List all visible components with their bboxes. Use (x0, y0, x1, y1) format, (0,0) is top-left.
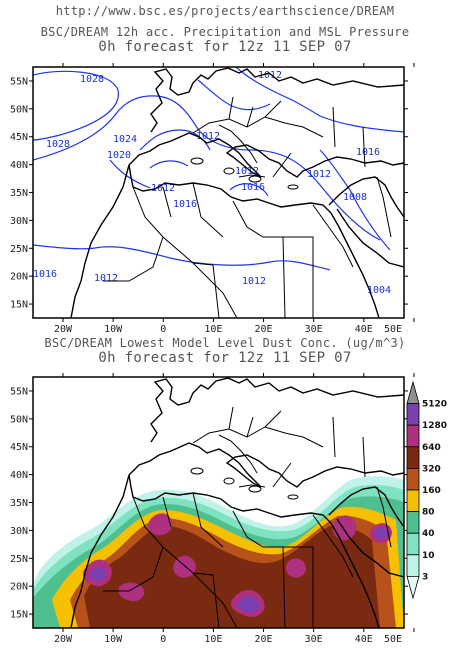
lat-tick-label: 35N (10, 498, 28, 509)
colorbar-label: 160 (422, 486, 441, 496)
top-axes: 55N 50N 45N 40N 35N 30N 25N 20N 15N 20W 10W 0 10E 20E… (10, 63, 415, 335)
lat-tick-label: 35N (10, 188, 28, 199)
lon-tick-label: 20W (54, 324, 73, 335)
bottom-axes: 55N 50N 45N 40N 35N 30N 25N 20N 15N 20W 10W 0 10E 20E… (10, 373, 415, 645)
lat-tick-label: 25N (10, 554, 28, 565)
lon-tick-label: 10W (104, 324, 123, 335)
lon-tick-label: 20W (54, 634, 73, 645)
lon-tick-label: 10E (204, 324, 222, 335)
lat-tick-label: 20N (10, 272, 28, 283)
lon-tick-label: 20E (255, 634, 273, 645)
colorbar-swatch (406, 554, 420, 577)
dust-map (32, 376, 405, 629)
lon-tick-label: 30E (305, 634, 323, 645)
isobar-label: 1024 (113, 134, 137, 145)
colorbar-swatch (406, 532, 420, 556)
isobar-label: 1012 (307, 169, 331, 180)
bottom-panel-title: BSC/DREAM Lowest Model Level Dust Conc. … (44, 336, 406, 350)
lon-tick-label: 50E (384, 324, 402, 335)
colorbar-swatch (406, 403, 420, 426)
isobar-label: 1016 (33, 269, 57, 280)
isobar-label: 1008 (343, 192, 367, 203)
lat-tick-label: 55N (10, 386, 28, 397)
source-url: http://www.bsc.es/projects/earthscience/… (55, 4, 395, 18)
lat-tick-label: 45N (10, 132, 28, 143)
isobar-label: 1020 (107, 150, 131, 161)
lat-tick-label: 25N (10, 244, 28, 255)
isobar-label: 1012 (94, 273, 118, 284)
lon-tick-label: 50E (384, 634, 402, 645)
isobars (33, 67, 404, 271)
pressure-map: 1028 1024 1028 1020 1012 1012 1012 1012 … (32, 66, 405, 319)
lat-tick-label: 45N (10, 442, 28, 453)
lon-tick-label: 0 (160, 324, 166, 335)
dust-shading (33, 476, 404, 628)
isobar-label: 1028 (80, 74, 104, 85)
colorbar: 5120 1280 640 320 160 80 40 10 3 (406, 380, 447, 600)
isobar-label: 1016 (173, 199, 197, 210)
isobar-label: 1016 (241, 182, 265, 193)
lon-tick-label: 30E (305, 324, 323, 335)
bottom-panel-subtitle: 0h forecast for 12z 11 SEP 07 (98, 350, 352, 366)
colorbar-label: 640 (422, 443, 441, 453)
colorbar-swatch (406, 446, 420, 469)
isobar-label: 1012 (258, 70, 282, 81)
lon-tick-label: 20E (255, 324, 273, 335)
lon-tick-label: 40E (355, 324, 373, 335)
lon-tick-label: 0 (160, 634, 166, 645)
colorbar-swatch (406, 576, 420, 600)
top-panel-subtitle: 0h forecast for 12z 11 SEP 07 (98, 39, 352, 55)
lat-tick-label: 50N (10, 104, 28, 115)
colorbar-label: 10 (422, 551, 435, 561)
colorbar-swatch (406, 424, 420, 448)
lat-tick-label: 40N (10, 470, 28, 481)
lat-tick-label: 30N (10, 526, 28, 537)
lon-tick-label: 40E (355, 634, 373, 645)
top-panel-title: BSC/DREAM 12h acc. Precipitation and MSL… (40, 25, 410, 39)
isobar-label: 1012 (235, 166, 259, 177)
colorbar-label: 1280 (422, 421, 447, 431)
lon-tick-label: 10E (204, 634, 222, 645)
colorbar-swatch (406, 489, 420, 513)
colorbar-label: 320 (422, 464, 441, 474)
lat-tick-label: 20N (10, 582, 28, 593)
colorbar-label: 40 (422, 529, 435, 539)
lat-tick-label: 50N (10, 414, 28, 425)
lat-tick-label: 55N (10, 76, 28, 87)
colorbar-label: 3 (422, 572, 428, 582)
isobar-label: 1016 (356, 147, 380, 158)
lat-tick-label: 15N (10, 610, 28, 621)
isobar-label: 1028 (46, 139, 70, 150)
colorbar-swatch (406, 380, 420, 405)
colorbar-label: 5120 (422, 400, 447, 410)
lat-tick-label: 15N (10, 300, 28, 311)
isobar-label: 1012 (242, 276, 266, 287)
lon-tick-label: 10W (104, 634, 123, 645)
lat-tick-label: 30N (10, 216, 28, 227)
colorbar-label: 80 (422, 508, 435, 518)
isobar-label: 1012 (196, 131, 220, 142)
lat-tick-label: 40N (10, 160, 28, 171)
isobar-labels: 1028 1024 1028 1020 1012 1012 1012 1012 … (33, 70, 391, 296)
colorbar-swatch (406, 467, 420, 491)
isobar-label: 1004 (367, 285, 391, 296)
colorbar-swatch (406, 511, 420, 534)
